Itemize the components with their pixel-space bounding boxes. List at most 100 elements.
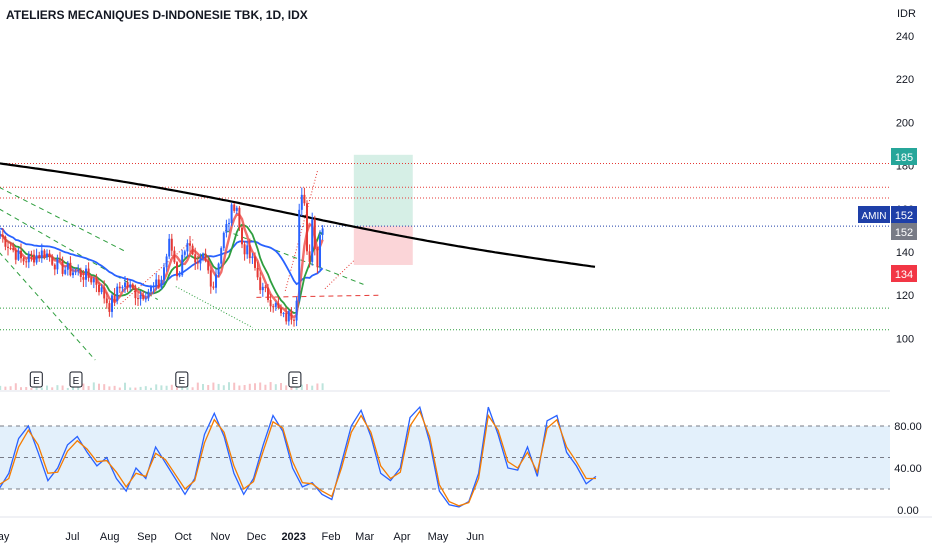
candle-body	[215, 274, 218, 288]
candle-body	[178, 275, 181, 277]
trend-line	[120, 238, 195, 305]
earnings-marker	[288, 371, 302, 388]
time-axis-tick-label: Dec	[247, 531, 267, 543]
candle-body	[285, 313, 288, 322]
candle-body	[61, 260, 64, 274]
volume-bar	[144, 386, 147, 390]
candle-body	[293, 319, 296, 321]
candle-body	[51, 257, 54, 265]
candle-body	[82, 276, 85, 280]
candle-body	[4, 236, 7, 247]
candle-body	[105, 298, 108, 304]
candle-body	[53, 264, 56, 270]
volume-bar	[186, 385, 189, 390]
volume-bar	[51, 387, 54, 390]
stop-price-tag	[891, 265, 917, 282]
candle-body	[69, 262, 72, 276]
candle-body	[92, 278, 95, 283]
stochastic-pane[interactable]	[0, 405, 890, 508]
stochastic-axis-tick-label: 80.00	[894, 421, 922, 433]
volume-bar	[139, 386, 142, 390]
volume-bar	[170, 384, 173, 390]
candle-body	[46, 253, 49, 258]
candle-body	[14, 250, 17, 260]
time-axis-tick-label: Nov	[211, 531, 231, 543]
volume-bar	[300, 384, 303, 390]
volume-bar	[9, 386, 12, 390]
price-axis-tick-label: 240	[896, 31, 914, 43]
volume-bar	[259, 382, 262, 390]
candle-body	[248, 245, 251, 259]
candle-body	[254, 256, 257, 268]
candle-body	[251, 256, 254, 259]
last-price-tag	[891, 206, 917, 223]
candle-body	[66, 262, 69, 270]
candle-body	[295, 300, 298, 321]
ma-black-line	[0, 162, 596, 268]
candle-body	[12, 248, 15, 251]
time-axis-tick-label: Aug	[100, 531, 120, 543]
candle-body	[103, 287, 106, 299]
volume-bar	[274, 384, 277, 390]
volume-bar	[150, 387, 153, 390]
candle-body	[27, 253, 30, 263]
volume-bar	[285, 385, 288, 390]
candle-body	[40, 250, 43, 259]
candle-body	[233, 204, 236, 211]
time-axis-tick-label: Apr	[393, 531, 410, 543]
volume-bar	[290, 387, 293, 390]
candle-body	[290, 311, 293, 320]
volume-bar	[61, 385, 64, 390]
volume-bar	[254, 383, 257, 390]
candle-body	[100, 287, 103, 293]
time-axis-tick-label: Mar	[355, 531, 374, 543]
candle-body	[191, 245, 194, 255]
candle-body	[316, 249, 319, 268]
candle-body	[256, 267, 259, 278]
volume-bar	[40, 387, 43, 390]
price-labels: 185 AMIN 152 152 134	[858, 148, 917, 282]
candle-body	[59, 258, 62, 261]
candle-body	[274, 303, 277, 307]
trend-line	[0, 252, 96, 361]
candle-body	[241, 227, 244, 245]
price-axis-tick-label: 220	[896, 74, 914, 86]
trend-line	[175, 286, 254, 329]
volume-bar	[316, 383, 319, 390]
candle-body	[186, 243, 189, 252]
volume-bar	[321, 383, 324, 390]
candle-body	[95, 278, 98, 285]
candle-body	[126, 282, 129, 288]
candle-body	[152, 285, 155, 287]
candle-body	[129, 284, 132, 288]
candle-body	[48, 253, 51, 258]
candle-body	[170, 238, 173, 251]
candle-body	[64, 269, 67, 274]
candle-body	[168, 238, 171, 257]
candle-body	[313, 219, 316, 250]
candle-body	[189, 243, 192, 246]
candle-body	[238, 207, 241, 228]
candle-body	[56, 258, 59, 270]
time-axis-tick-label: 2023	[281, 531, 305, 543]
candle-body	[43, 250, 46, 258]
volume-bar	[0, 385, 2, 390]
candle-body	[157, 279, 160, 288]
trend-line	[0, 208, 159, 300]
candle-body	[321, 228, 324, 235]
candle-body	[163, 267, 166, 280]
earnings-marker	[29, 371, 43, 388]
candle-body	[261, 286, 264, 291]
volume-bar	[196, 382, 199, 390]
candle-body	[235, 207, 238, 211]
volume-bar	[4, 386, 7, 390]
trend-line	[224, 229, 364, 285]
volume-bar	[77, 385, 80, 390]
candle-body	[144, 298, 147, 300]
candle-body	[7, 246, 10, 248]
candle-body	[72, 272, 75, 276]
candle-body	[137, 298, 140, 300]
